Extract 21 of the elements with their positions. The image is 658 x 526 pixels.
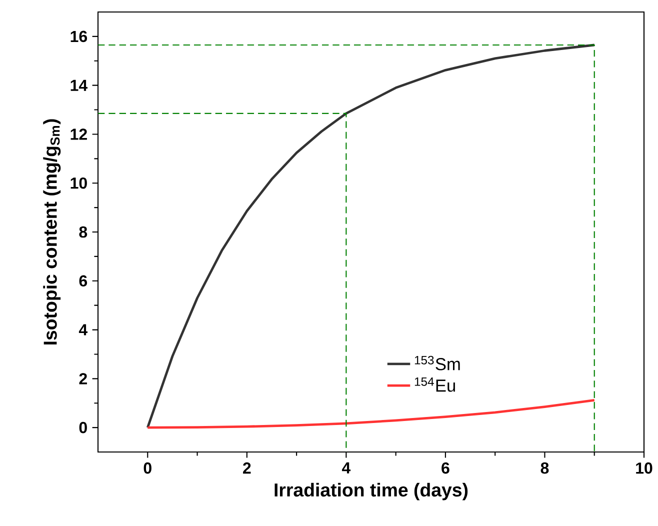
legend-label: $^{154}$Eu — [414, 377, 455, 392]
y-tick-label: 8 — [79, 226, 88, 238]
y-tick-label: 12 — [70, 128, 87, 140]
y-tick-label: 0 — [79, 422, 87, 434]
y-axis-title: Isotopic content (mg/g$_{Sm}$) — [43, 119, 61, 344]
x-tick-label: 10 — [636, 462, 652, 474]
y-tick-label: 10 — [70, 177, 87, 189]
y-tick-label: 6 — [79, 275, 88, 287]
x-tick-label: 2 — [243, 462, 251, 474]
y-tick-label: 2 — [79, 373, 87, 384]
y-tick-label: 14 — [70, 80, 88, 91]
x-tick-label: 8 — [540, 462, 549, 474]
x-axis-title: Irradiation time (days) — [274, 482, 468, 500]
line-series — [146, 398, 596, 429]
legend-label: $^{153}$Sm — [414, 356, 460, 370]
x-tick-label: 6 — [442, 462, 450, 474]
x-tick-label: 4 — [342, 462, 351, 474]
y-tick-label: 16 — [70, 30, 88, 42]
y-tick-label: 4 — [78, 324, 88, 336]
line-series — [146, 44, 596, 429]
x-tick-label: 0 — [144, 462, 152, 474]
